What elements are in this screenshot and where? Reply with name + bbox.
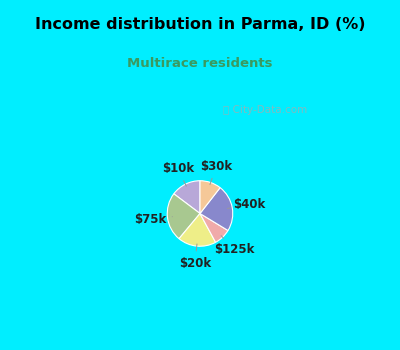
Wedge shape xyxy=(179,214,216,246)
Wedge shape xyxy=(174,181,200,214)
Text: $30k: $30k xyxy=(200,160,232,184)
Wedge shape xyxy=(200,181,220,214)
Wedge shape xyxy=(200,214,228,242)
Wedge shape xyxy=(167,194,200,239)
Text: $10k: $10k xyxy=(162,162,194,186)
Text: ⓘ City-Data.com: ⓘ City-Data.com xyxy=(223,105,308,115)
Text: $40k: $40k xyxy=(227,198,265,211)
Text: $20k: $20k xyxy=(179,244,211,270)
Text: Multirace residents: Multirace residents xyxy=(127,57,273,70)
Text: Income distribution in Parma, ID (%): Income distribution in Parma, ID (%) xyxy=(35,17,365,32)
Text: $75k: $75k xyxy=(134,213,172,226)
Wedge shape xyxy=(200,188,233,231)
Text: $125k: $125k xyxy=(214,236,254,256)
